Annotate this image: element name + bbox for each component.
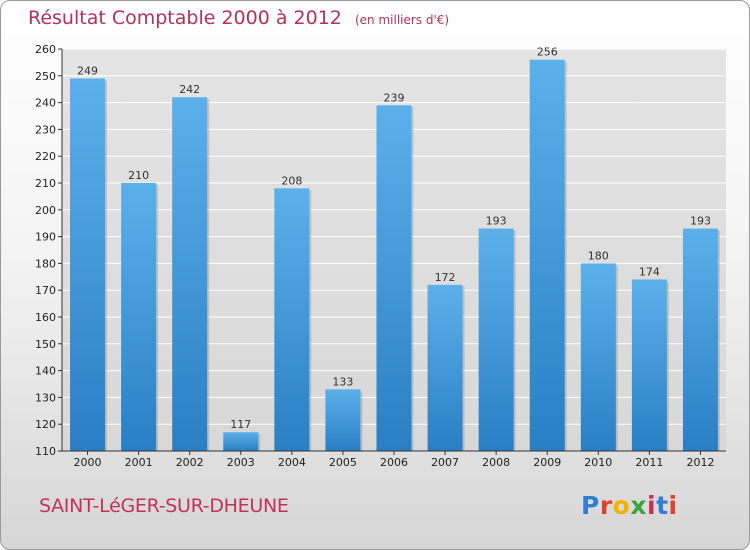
bar	[580, 263, 616, 451]
y-tick-label: 240	[35, 97, 56, 110]
x-tick-label: 2001	[125, 456, 153, 469]
bar	[427, 284, 463, 451]
y-tick-label: 260	[35, 43, 56, 56]
x-tick-label: 2008	[482, 456, 510, 469]
y-tick-label: 250	[35, 70, 56, 83]
bar	[172, 97, 208, 452]
bar	[529, 59, 565, 451]
bar	[325, 389, 361, 451]
bar	[376, 105, 412, 451]
bar	[223, 432, 259, 451]
bar	[478, 228, 514, 451]
bar-value-label: 117	[230, 418, 251, 431]
chart-subtitle: (en milliers d'€)	[354, 13, 450, 27]
bar-value-label: 249	[77, 64, 98, 77]
x-tick-label: 2006	[380, 456, 408, 469]
bar-value-label: 174	[639, 265, 660, 278]
bar	[631, 279, 667, 451]
y-tick-label: 170	[35, 284, 56, 297]
x-tick-label: 2011	[635, 456, 663, 469]
bar-value-label: 256	[537, 46, 558, 59]
bar-value-label: 172	[435, 271, 456, 284]
bar-value-label: 242	[179, 83, 200, 96]
logo-letter: i	[647, 491, 657, 520]
logo-letter: i	[668, 491, 678, 520]
x-tick-label: 2009	[533, 456, 561, 469]
x-tick-label: 2010	[584, 456, 612, 469]
x-tick-label: 2012	[686, 456, 714, 469]
y-tick-label: 140	[35, 365, 56, 378]
y-tick-label: 200	[35, 204, 56, 217]
y-tick-label: 120	[35, 418, 56, 431]
bar	[682, 228, 718, 451]
y-tick-label: 230	[35, 123, 56, 136]
y-tick-label: 180	[35, 257, 56, 270]
chart-title-line: Résultat Comptable 2000 à 2012 (en milli…	[28, 7, 449, 29]
logo-letter: o	[612, 491, 631, 520]
bar-value-label: 133	[332, 375, 353, 388]
proxiti-logo: Proxiti	[581, 491, 678, 520]
x-tick-label: 2000	[74, 456, 102, 469]
bar	[121, 183, 157, 451]
bar-value-label: 180	[588, 249, 609, 262]
x-tick-label: 2002	[176, 456, 204, 469]
logo-letter: t	[656, 491, 669, 520]
x-tick-label: 2003	[227, 456, 255, 469]
y-tick-label: 150	[35, 338, 56, 351]
bar-value-label: 193	[690, 215, 711, 228]
bar	[70, 78, 106, 451]
bar-value-label: 208	[281, 174, 302, 187]
logo-letter: P	[581, 491, 600, 520]
bar-value-label: 239	[384, 91, 405, 104]
bar	[274, 188, 310, 452]
logo-letter: x	[630, 491, 647, 520]
x-tick-label: 2007	[431, 456, 459, 469]
y-tick-label: 210	[35, 177, 56, 190]
logo-letter: r	[599, 491, 613, 520]
x-tick-label: 2004	[278, 456, 306, 469]
x-tick-label: 2005	[329, 456, 357, 469]
chart-title: Résultat Comptable 2000 à 2012	[28, 7, 342, 29]
bar-value-label: 210	[128, 169, 149, 182]
y-tick-label: 190	[35, 231, 56, 244]
y-tick-label: 130	[35, 391, 56, 404]
bar-value-label: 193	[486, 215, 507, 228]
y-tick-label: 220	[35, 150, 56, 163]
y-tick-label: 160	[35, 311, 56, 324]
y-tick-label: 110	[35, 445, 56, 458]
commune-name: SAINT-LéGER-SUR-DHEUNE	[39, 495, 289, 517]
